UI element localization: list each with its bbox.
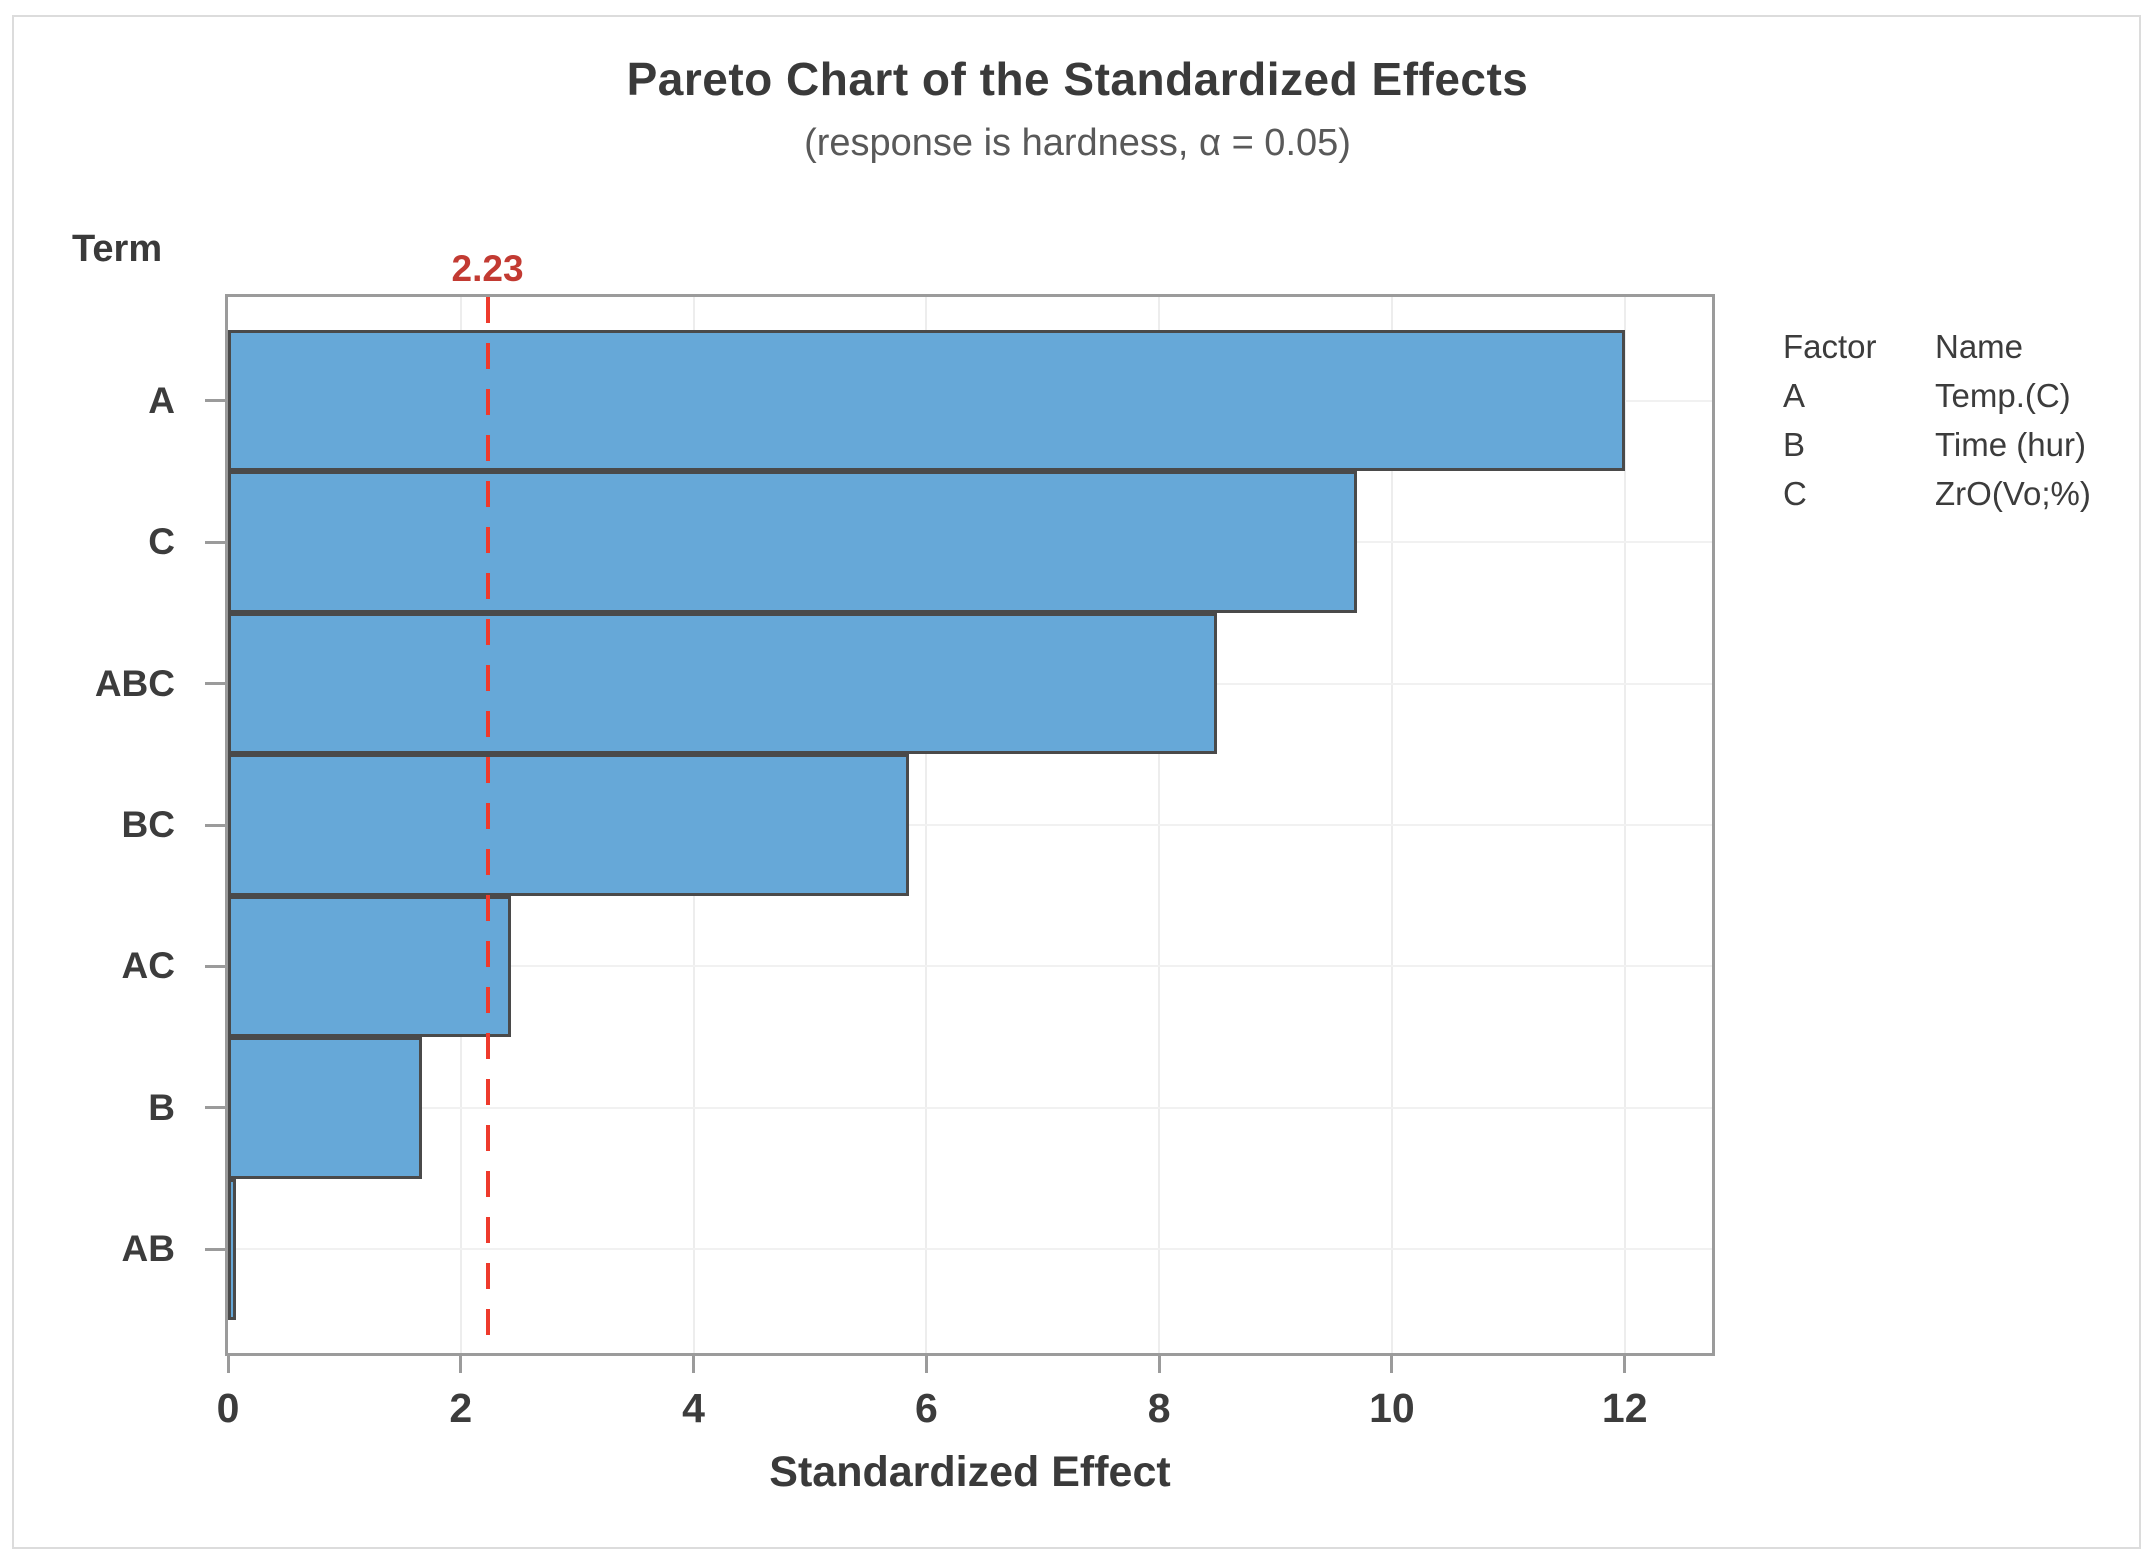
bar-ab	[228, 1178, 236, 1320]
legend-header: Factor Name	[1783, 322, 2091, 371]
chart-title: Pareto Chart of the Standardized Effects	[626, 53, 1529, 105]
y-label-b: B	[148, 1086, 175, 1128]
y-tick-ac	[205, 964, 226, 968]
y-axis-title: Term	[72, 228, 163, 270]
legend-row-b: B Time (hur)	[1783, 420, 2091, 469]
x-tick-label-2: 2	[449, 1385, 473, 1431]
legend-name-a: Temp.(C)	[1935, 377, 2071, 414]
bar-a	[228, 330, 1625, 472]
legend: Factor Name A Temp.(C) B Time (hur) C Zr…	[1783, 322, 2091, 518]
x-tick-2	[459, 1353, 463, 1373]
x-tick-label-10: 10	[1369, 1385, 1415, 1431]
y-label-a: A	[148, 379, 175, 421]
y-tick-b	[205, 1106, 226, 1110]
bar-ac	[228, 895, 511, 1038]
y-label-bc: BC	[121, 804, 175, 845]
y-label-c: C	[148, 521, 175, 563]
y-tick-c	[205, 540, 226, 544]
legend-row-a: A Temp.(C)	[1783, 371, 2091, 420]
x-tick-label-4: 4	[682, 1385, 705, 1431]
bar-bc	[228, 754, 909, 896]
gridline-horizontal-bc	[228, 824, 1712, 826]
gridline-horizontal-b	[228, 1106, 1712, 1109]
x-tick-8	[1157, 1353, 1161, 1373]
x-tick-label-8: 8	[1147, 1385, 1171, 1431]
bar-b	[228, 1037, 423, 1179]
y-label-abc: ABC	[94, 662, 175, 704]
legend-header-name: Name	[1935, 328, 2024, 365]
bar-abc	[228, 612, 1218, 755]
y-tick-bc	[205, 823, 226, 827]
legend-name-c: ZrO(Vo;%)	[1935, 475, 2091, 512]
x-tick-12	[1623, 1353, 1627, 1373]
x-tick-10	[1390, 1353, 1394, 1373]
x-tick-6	[924, 1353, 928, 1373]
legend-factor-a: A	[1783, 377, 1806, 414]
chart-subtitle: (response is hardness, α = 0.05)	[804, 122, 1351, 164]
gridline-horizontal-ac	[228, 965, 1712, 968]
y-tick-abc	[205, 682, 226, 686]
x-tick-0	[226, 1353, 230, 1373]
x-tick-label-12: 12	[1601, 1385, 1648, 1431]
reference-label: 2.23	[451, 248, 524, 289]
bar-c	[228, 471, 1357, 613]
legend-factor-b: B	[1783, 426, 1806, 463]
legend-name-b: Time (hur)	[1935, 426, 2086, 463]
x-axis-title: Standardized Effect	[769, 1448, 1171, 1496]
plot-area	[225, 294, 1715, 1356]
y-tick-a	[205, 399, 226, 403]
legend-factor-c: C	[1783, 475, 1807, 512]
x-tick-4	[692, 1353, 696, 1373]
x-tick-label-6: 6	[914, 1385, 938, 1431]
y-label-ab: AB	[121, 1228, 175, 1270]
y-label-ac: AC	[121, 945, 175, 987]
x-tick-label-0: 0	[216, 1385, 240, 1431]
gridline-horizontal-ab	[228, 1248, 1712, 1251]
legend-row-c: C ZrO(Vo;%)	[1783, 469, 2091, 518]
reference-line	[485, 297, 490, 1353]
y-tick-ab	[205, 1247, 226, 1251]
legend-header-factor: Factor	[1783, 328, 1877, 365]
